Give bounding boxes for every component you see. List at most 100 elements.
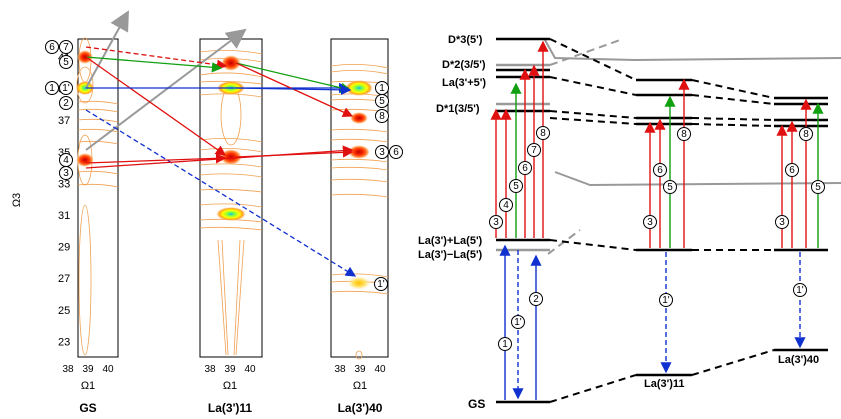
- level-label-la35: La(3'+5'): [442, 77, 486, 89]
- x-tick-label: 39: [354, 364, 366, 375]
- x-tick-label: 39: [224, 364, 236, 375]
- panel-title-la11: La(3')11: [208, 401, 253, 415]
- circled-label: 5: [663, 180, 677, 194]
- svg-text:6: 6: [789, 165, 795, 176]
- circled-label: 3: [775, 215, 789, 229]
- circled-label: 2: [59, 96, 73, 110]
- circled-label: 1': [793, 283, 807, 297]
- x-axis-title: Ω1: [223, 380, 237, 392]
- circled-label: 6: [518, 161, 532, 175]
- svg-text:5: 5: [63, 57, 69, 68]
- svg-text:5: 5: [513, 181, 519, 192]
- panel-arrows: [85, 10, 357, 277]
- svg-text:8: 8: [681, 129, 687, 140]
- y-tick-label: 27: [58, 273, 70, 285]
- level-label-la40: La(3')40: [778, 354, 819, 366]
- svg-text:1': 1': [377, 279, 385, 290]
- svg-text:6: 6: [49, 42, 55, 53]
- svg-text:1': 1': [62, 83, 70, 94]
- circled-label: 2: [529, 292, 543, 306]
- y-tick-label: 29: [58, 242, 70, 254]
- x-tick-label: 39: [82, 364, 94, 375]
- circled-label: 1': [511, 315, 525, 329]
- level-label-laplus: La(3')+La(5'): [418, 235, 483, 247]
- circled-label: 4: [59, 153, 73, 167]
- circled-label: 5: [375, 94, 389, 108]
- transition-labels-la11: 3 65 8 1': [643, 127, 691, 307]
- y-tick-label: 37: [58, 115, 70, 127]
- peak-labels-gs: 6 7 5 1 1' 2 4 3: [45, 40, 73, 180]
- svg-text:8: 8: [379, 111, 385, 122]
- y-tick-label: 25: [58, 305, 70, 317]
- level-label-laminus: La(3')−La(5'): [418, 249, 483, 261]
- svg-text:4: 4: [63, 155, 69, 166]
- x-tick-label: 40: [374, 364, 386, 375]
- y-tick-label: 31: [58, 210, 70, 222]
- circled-label: 6: [389, 145, 403, 159]
- svg-text:3: 3: [779, 217, 785, 228]
- circled-label: 3: [375, 145, 389, 159]
- peak-labels-la40: 1 5 8 3 6 1': [374, 81, 403, 291]
- circled-label: 8: [799, 127, 813, 141]
- circled-label: 5: [811, 180, 825, 194]
- svg-text:6: 6: [393, 147, 399, 158]
- circled-label: 1': [659, 293, 673, 307]
- x-tick-label: 40: [244, 364, 256, 375]
- circled-label: 7: [527, 143, 541, 157]
- y-tick-label: 23: [58, 336, 70, 348]
- svg-text:1': 1': [662, 295, 670, 306]
- circled-label: 1: [498, 337, 512, 351]
- x-axis-title: Ω1: [353, 380, 367, 392]
- contours-gs: [76, 37, 119, 356]
- panel-la11: [199, 38, 263, 358]
- svg-text:4: 4: [503, 200, 509, 211]
- svg-text:1': 1': [514, 317, 522, 328]
- svg-text:3: 3: [379, 147, 385, 158]
- svg-text:2: 2: [533, 294, 539, 305]
- svg-text:5: 5: [379, 96, 385, 107]
- level-label-la11: La(3')11: [644, 378, 685, 390]
- svg-text:8: 8: [540, 128, 546, 139]
- svg-text:3: 3: [647, 217, 653, 228]
- svg-text:7: 7: [531, 145, 537, 156]
- circled-label: 6: [653, 163, 667, 177]
- x-axis-title: Ω1: [81, 380, 95, 392]
- y-tick-label: 33: [58, 178, 70, 190]
- y-axis-title: Ω3: [11, 193, 23, 207]
- x-axes: 38 39 40 Ω1 38 39 40 Ω1 38 39 40 Ω1: [62, 364, 386, 392]
- svg-text:3: 3: [493, 217, 499, 228]
- svg-text:5: 5: [667, 182, 673, 193]
- level-label-d3: D*3(5'): [448, 34, 483, 46]
- circled-label: 8: [677, 127, 691, 141]
- svg-text:5: 5: [815, 182, 821, 193]
- x-tick-label: 38: [62, 364, 74, 375]
- circled-label: 8: [375, 109, 389, 123]
- svg-text:8: 8: [803, 129, 809, 140]
- y-axis: Ω3 41393735333129272523: [11, 52, 70, 348]
- x-tick-label: 38: [334, 364, 346, 375]
- circled-label: 3: [489, 215, 503, 229]
- circled-label: 3: [59, 166, 73, 180]
- panel-gs: [76, 37, 119, 358]
- transition-labels-gs: 1 1' 2 345 6 78: [489, 126, 550, 351]
- circled-label: 6: [785, 163, 799, 177]
- x-tick-label: 40: [102, 364, 114, 375]
- svg-text:7: 7: [63, 42, 69, 53]
- level-label-d1: D*1(3/5'): [436, 103, 480, 115]
- panel-title-gs: GS: [79, 401, 96, 415]
- level-label-d2: D*2(3/5'): [442, 59, 486, 71]
- svg-text:3: 3: [63, 168, 69, 179]
- circled-label: 1': [59, 81, 73, 95]
- circled-label: 1: [45, 81, 59, 95]
- svg-text:1: 1: [379, 83, 385, 94]
- svg-text:6: 6: [657, 165, 663, 176]
- circled-label: 6: [45, 40, 59, 54]
- x-tick-label: 38: [204, 364, 216, 375]
- transition-labels-la40: 3 6 8 5 1': [775, 127, 825, 297]
- circled-label: 5: [509, 179, 523, 193]
- level-label-gs: GS: [468, 397, 485, 411]
- circled-label: 7: [59, 40, 73, 54]
- svg-text:1: 1: [49, 83, 55, 94]
- circled-label: 4: [499, 198, 513, 212]
